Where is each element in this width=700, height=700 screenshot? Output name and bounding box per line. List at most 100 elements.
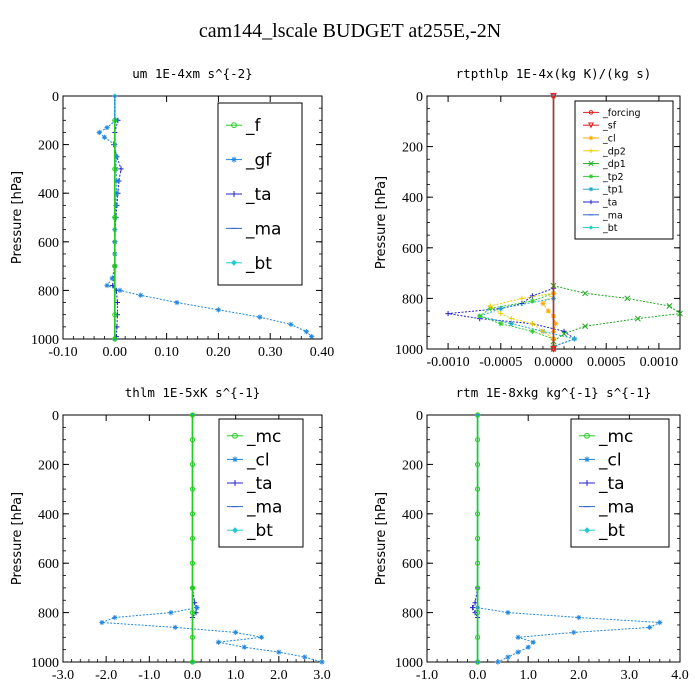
data-point-um_gf [113,190,119,196]
legend-marker-thlm [232,527,238,534]
data-point-rtpthlp_tp1 [498,305,504,312]
legend-marker-rtpthlp [588,161,594,167]
data-point-um_gf [117,287,123,293]
data-point-thlm_mc [189,437,196,443]
data-point-rtpthlp_dp2 [498,310,504,317]
data-point-um_gf [303,329,310,335]
legend-label-rtpthlp: _tp2 [602,172,624,183]
y-tick-label-thlm: 0 [52,409,59,424]
data-point-rtm_ta [469,605,476,611]
x-tick-label-thlm: -1.0 [138,668,160,683]
data-point-rtm_cl [515,634,521,640]
data-point-rtm_mc [475,461,481,467]
panel-title-rtpthlp: rtpthlp 1E-4x(kg K)/(kg s) [456,66,652,81]
data-point-rtpthlp_ta [561,328,567,334]
data-point-rtpthlp_tp1 [508,321,514,327]
x-tick-label-um: -0.10 [48,345,77,360]
y-tick-label-thlm: 400 [38,508,59,523]
series-line-rtpthlp_tp2 [478,292,554,347]
x-tick-label-um: 0.40 [310,345,335,360]
y-tick-label-um: 400 [38,187,59,202]
legend-label-rtpthlp: _forcing [602,108,641,119]
legend-marker-rtpthlp [587,122,595,129]
x-tick-label-thlm: -2.0 [95,668,117,683]
y-tick-label-rtm: 600 [402,557,423,572]
data-point-rtpthlp_tp1 [571,336,578,342]
data-point-um_gf [113,166,119,172]
data-point-um_ta [114,312,120,318]
data-point-rtpthlp_dp1 [624,295,631,302]
data-point-rtpthlp_dp2 [487,303,493,309]
data-point-rtm_mc [475,585,481,591]
y-tick-label-rtpthlp: 600 [402,242,423,257]
x-tick-label-rtpthlp: 0.0010 [640,355,679,370]
data-point-rtpthlp_dp1 [634,315,641,322]
data-point-rtpthlp_dp2 [540,328,546,334]
data-point-rtpthlp_cl [553,321,559,327]
legend-marker-rtpthlp [588,148,594,153]
data-point-rtm_cl [647,624,653,631]
data-point-um_f [112,263,118,269]
legend-label-rtpthlp: _dp1 [602,159,626,170]
y-tick-label-rtm: 0 [416,409,423,424]
x-tick-label-thlm: 3.0 [313,668,331,683]
data-point-um_f [112,166,118,172]
legend-label-um: _ta [245,185,272,205]
data-point-um_gf [96,129,102,136]
legend-label-um: _ma [245,219,281,239]
y-axis-label-rtpthlp: Pressure [hPa] [374,176,389,269]
x-tick-label-thlm: 2.0 [270,668,288,683]
data-point-rtpthlp_cl [540,300,546,307]
data-point-rtm_mc [475,511,481,517]
data-point-um_f [112,214,118,221]
data-point-thlm_mc [189,634,196,640]
data-point-um_gf [288,321,294,328]
data-point-rtm_cl [571,629,577,635]
data-point-rtm_cl [576,614,582,621]
data-point-um_gf [114,178,120,184]
legend-marker-rtm [584,527,590,534]
legend-label-um: _gf [245,151,272,171]
x-tick-label-thlm: -3.0 [52,668,74,683]
legend-marker-rtpthlp [588,174,594,179]
legend-label-rtpthlp: _cl [602,134,616,145]
panel-um: um 1E-4xm s^{-2} Pressure [hPa] 0 200 400 600… [10,66,334,360]
y-tick-label-thlm: 600 [38,557,59,572]
legend-marker-rtpthlp [588,225,594,230]
legend-label-rtm: _cl [598,450,622,470]
legend-marker-rtpthlp [588,187,594,192]
data-point-thlm_cl [276,649,282,655]
y-axis-label-um: Pressure [hPa] [10,171,25,264]
legend-label-rtpthlp: _bt [602,223,618,234]
data-point-rtpthlp_ta [529,293,536,299]
data-point-thlm_mc [189,610,196,616]
data-point-thlm_mc [189,659,196,665]
data-point-um_f [112,336,118,342]
series-line-rtpthlp_ta [448,287,576,347]
y-tick-label-rtpthlp: 200 [402,141,423,156]
data-point-um_gf [113,117,119,123]
data-point-rtpthlp_tp2 [529,328,536,334]
legend-label-thlm: _cl [246,450,270,470]
data-point-um_gf [309,333,315,340]
y-tick-label-rtpthlp: 800 [402,292,423,307]
data-point-thlm_mc [189,560,196,566]
panel-rtm: rtm 1E-8xkg kg^{-1} s^{-1} Pressure [hPa]… [374,385,689,683]
data-point-rtm_cl [515,649,521,655]
data-point-rtm_cl [495,659,501,665]
y-tick-label-rtpthlp: 1000 [395,343,423,358]
data-point-thlm_mc [189,585,196,591]
data-point-um_gf [113,202,119,208]
legend-label-um: _bt [245,254,272,274]
legend-label-thlm: _ma [246,498,282,518]
data-point-um_ta [114,299,120,306]
data-point-um_gf [113,154,119,160]
legend-marker-um [231,156,237,163]
data-point-thlm_cl [215,639,221,645]
y-tick-label-um: 800 [38,284,59,299]
data-point-rtm_cl [505,610,511,616]
y-tick-label-rtm: 1000 [395,656,423,671]
data-point-rtpthlp_dp1 [666,303,673,309]
y-tick-label-um: 0 [52,90,59,105]
